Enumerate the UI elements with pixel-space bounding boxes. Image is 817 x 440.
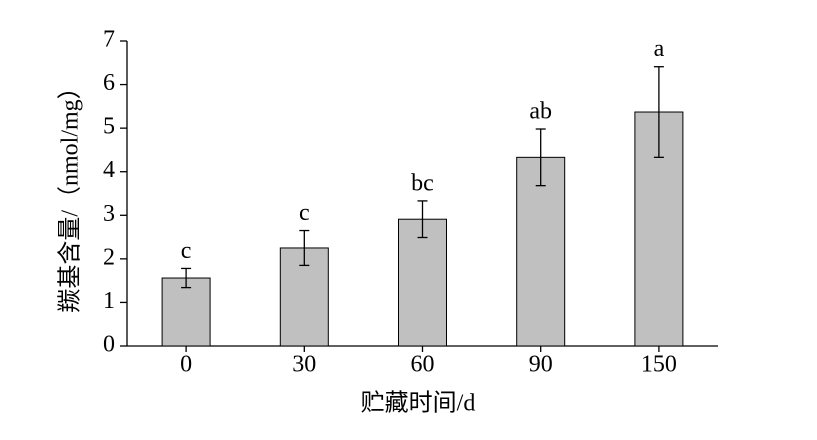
bar xyxy=(516,156,566,347)
significance-label: ab xyxy=(529,99,552,125)
x-tick-label: 90 xyxy=(529,352,553,378)
y-tick-label: 4 xyxy=(103,157,115,183)
x-tick-label: 150 xyxy=(641,352,677,378)
bar xyxy=(161,277,211,347)
error-bar xyxy=(417,200,428,239)
error-bar xyxy=(653,66,664,158)
significance-label: c xyxy=(181,238,192,264)
y-tick-label: 1 xyxy=(103,288,115,314)
y-tick-label: 5 xyxy=(103,114,115,140)
significance-label: a xyxy=(654,36,665,62)
y-axis-label: 羰基含量/（nmol/mg） xyxy=(57,75,84,312)
y-tick-label: 3 xyxy=(103,201,115,227)
y-tick-label: 6 xyxy=(103,70,115,96)
y-tick-label: 7 xyxy=(103,27,115,53)
significance-label: c xyxy=(299,200,310,226)
x-tick-label: 30 xyxy=(292,352,316,378)
y-tick-label: 0 xyxy=(103,332,115,358)
bar xyxy=(398,218,447,347)
x-axis-label: 贮藏时间/d xyxy=(361,390,476,417)
error-bar xyxy=(299,229,310,267)
significance-label: bc xyxy=(411,170,434,196)
y-tick-label: 2 xyxy=(103,244,115,270)
error-bar xyxy=(181,267,192,289)
x-tick-label: 60 xyxy=(411,352,435,378)
error-bar xyxy=(535,128,546,187)
x-tick-label: 0 xyxy=(180,352,192,378)
